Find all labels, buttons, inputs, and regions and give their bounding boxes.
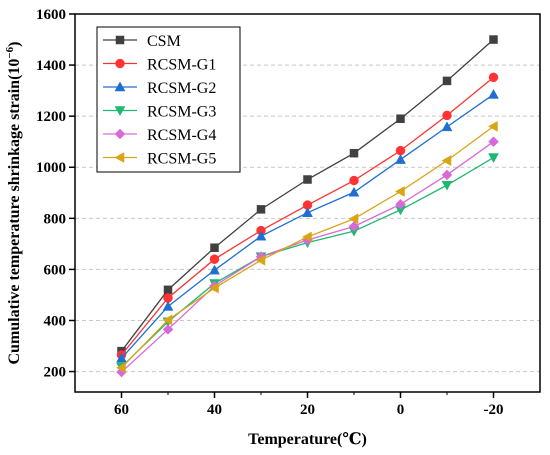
data-point [395, 145, 406, 156]
y-tick-label: 600 [44, 262, 67, 278]
data-point [210, 243, 219, 252]
data-point [301, 231, 312, 243]
legend-item: RCSM-G4 [103, 127, 216, 144]
x-tick-label: 0 [397, 402, 405, 418]
data-point [396, 114, 405, 123]
series-rcsm-g3 [116, 153, 499, 373]
data-point [441, 169, 453, 181]
y-axis-title: Cumulative temperature shrinkage strain(… [4, 41, 23, 364]
data-point [348, 221, 360, 232]
data-point [489, 35, 498, 44]
legend-label: CSM [147, 33, 181, 50]
data-point [441, 121, 453, 132]
y-tick-label: 1600 [36, 7, 66, 23]
x-tick-label: 20 [300, 402, 315, 418]
data-point [441, 180, 453, 191]
data-point [255, 254, 266, 266]
data-point [394, 186, 405, 197]
legend-label: RCSM-G5 [147, 151, 216, 168]
y-tick-label: 400 [44, 313, 67, 329]
data-point [349, 175, 359, 186]
y-tick-label: 1200 [36, 109, 66, 125]
x-tick-label: -20 [484, 402, 504, 418]
data-point [488, 136, 499, 148]
data-point [395, 154, 406, 164]
x-tick-label: 40 [207, 402, 222, 418]
data-point [395, 198, 406, 210]
legend-item: RCSM-G3 [103, 104, 216, 121]
y-tick-label: 200 [44, 365, 67, 381]
legend-marker [114, 81, 126, 92]
data-point [488, 72, 499, 83]
y-axis-title-main: Cumulative temperature shrinkage strain(… [6, 59, 23, 365]
series-layer [115, 35, 499, 378]
data-point [209, 264, 220, 275]
legend-marker [115, 58, 125, 69]
y-axis-title-exponent: −6 [4, 46, 16, 58]
data-point [255, 230, 267, 241]
legend-item: RCSM-G2 [103, 80, 216, 97]
y-axis-title-close: ) [6, 41, 23, 46]
data-point [162, 314, 173, 326]
legend-label: RCSM-G1 [147, 57, 216, 74]
legend-marker [115, 35, 125, 45]
y-tick-label: 1400 [36, 58, 66, 74]
data-point [488, 153, 499, 164]
data-point [115, 362, 126, 374]
legend-label: RCSM-G2 [147, 80, 216, 97]
series-rcsm-g4 [116, 136, 499, 378]
data-point [256, 205, 266, 214]
data-point [487, 120, 498, 132]
legend-label: RCSM-G3 [147, 104, 216, 121]
y-tick-label: 1000 [36, 160, 66, 176]
data-point [303, 175, 312, 184]
data-point [348, 186, 360, 197]
data-point [162, 300, 174, 311]
legend: CSM RCSM-G1 RCSM-G2 RCSM-G3 RCSM-G4 RCSM-G5 [96, 26, 241, 173]
legend-item: CSM [103, 33, 181, 50]
x-tick-label: 60 [114, 402, 129, 418]
series-rcsm-g2 [116, 88, 499, 363]
y-tick-label: 800 [44, 211, 67, 227]
data-point [162, 324, 174, 335]
legend-marker [114, 128, 126, 140]
data-point [302, 207, 313, 217]
data-point [209, 254, 220, 264]
data-point [163, 285, 173, 295]
legend-box [96, 26, 241, 173]
data-point [488, 88, 499, 99]
series-csm [117, 35, 498, 356]
x-axis-title: Temperature(℃) [248, 431, 367, 448]
series-line [121, 156, 494, 368]
legend-marker [114, 106, 126, 117]
data-point [349, 148, 359, 158]
data-point [441, 155, 452, 167]
data-point [208, 282, 219, 294]
data-point [348, 213, 359, 225]
series-rcsm-g5 [115, 120, 498, 374]
data-point [442, 76, 452, 86]
legend-label: RCSM-G4 [147, 127, 216, 144]
legend-item: RCSM-G1 [103, 57, 216, 74]
legend-item: RCSM-G5 [103, 151, 216, 168]
legend-marker [114, 152, 125, 163]
data-point [116, 352, 127, 363]
data-point [442, 110, 452, 121]
